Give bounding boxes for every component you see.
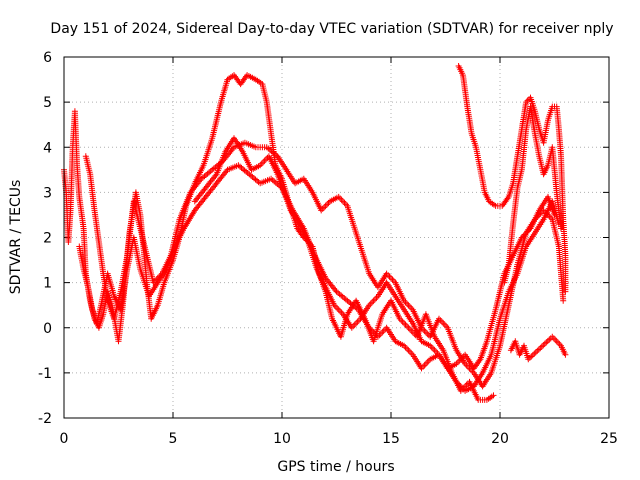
y-tick-label: 2 [43, 231, 52, 247]
series-track-7 [507, 333, 569, 363]
x-tick-label: 10 [273, 431, 291, 447]
y-tick-label: -1 [38, 366, 52, 382]
data-point-markers [61, 72, 497, 403]
x-tick-label: 15 [382, 431, 400, 447]
series-track-5 [455, 63, 569, 295]
series-track-6 [501, 103, 564, 286]
y-tick-label: 3 [43, 185, 52, 201]
series-track-2 [82, 139, 567, 390]
y-tick-label: 0 [43, 321, 52, 337]
data-point-markers [507, 333, 569, 363]
data-point-markers [455, 63, 569, 295]
data-point-markers [501, 103, 564, 286]
data-layer [61, 63, 569, 403]
y-axis-label: SDTVAR / TECUs [8, 180, 24, 295]
x-tick-label: 20 [491, 431, 509, 447]
y-tick-label: 5 [43, 95, 52, 111]
x-tick-label: 25 [600, 431, 618, 447]
y-tick-label: -2 [38, 411, 52, 427]
data-point-markers [82, 139, 567, 390]
x-tick-label: 0 [60, 431, 69, 447]
x-tick-label: 5 [169, 431, 178, 447]
series-track-1 [61, 72, 497, 403]
y-tick-label: 6 [43, 50, 52, 66]
series-track-4 [191, 135, 558, 372]
data-point-markers [191, 135, 558, 372]
y-tick-label: 1 [43, 276, 52, 292]
x-axis-label: GPS time / hours [277, 459, 394, 475]
plot-frame [63, 56, 610, 419]
y-tick-label: 4 [43, 140, 52, 156]
chart-title: Day 151 of 2024, Sidereal Day-to-day VTE… [50, 21, 613, 37]
